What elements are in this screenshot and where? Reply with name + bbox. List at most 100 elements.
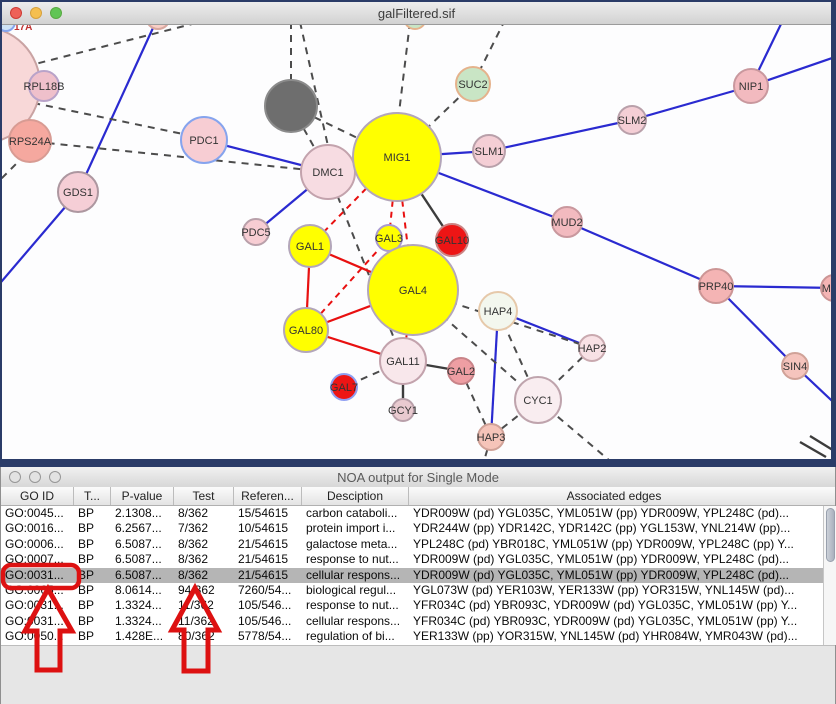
table-cell: YDR009W (pd) YGL035C, YML051W (pp) YDR00… xyxy=(413,567,789,582)
table-cell: 11/362 xyxy=(178,598,214,613)
table-cell: 8/362 xyxy=(178,552,209,567)
network-edge[interactable] xyxy=(631,84,752,122)
table-row[interactable]: GO:0065... BP 8.0614... 94/362 7260/54... bio… xyxy=(1,583,823,598)
node-gray-node[interactable] xyxy=(264,79,318,133)
network-edge[interactable] xyxy=(76,16,160,193)
table-header[interactable]: GO ID T... P-value Test Referen... Desciption… xyxy=(1,487,835,506)
table-cell: 11/362 xyxy=(178,613,214,628)
node-GDS1[interactable] xyxy=(57,171,99,213)
network-window-titlebar[interactable]: galFiltered.sif xyxy=(2,2,831,25)
node-label-GAL1: GAL1 xyxy=(296,241,324,253)
table-cell: 8/362 xyxy=(178,506,209,520)
node-PDC5[interactable] xyxy=(242,218,270,246)
node-SIN4[interactable] xyxy=(781,352,809,380)
table-row[interactable]: GO:0045... BP 2.1308... 8/362 15/54615 carbon… xyxy=(1,506,823,521)
node-GAL11[interactable] xyxy=(379,337,427,385)
table-cell: BP xyxy=(78,506,95,520)
vertical-scrollbar[interactable] xyxy=(823,506,836,645)
column-header-6[interactable]: Associated edges xyxy=(566,489,662,503)
column-header-1[interactable]: T... xyxy=(74,487,111,505)
node-SLM1[interactable] xyxy=(472,134,506,168)
table-cell: GO:0006... xyxy=(5,536,64,551)
column-header-5[interactable]: Desciption xyxy=(302,487,409,505)
node-RPL18B[interactable] xyxy=(28,70,60,102)
network-edge[interactable] xyxy=(0,21,201,76)
network-canvas[interactable]: RPL18B RPS24A GDS1 PDC1 DMC1 MIG1 SUC2 SLM1 SLM2… xyxy=(0,0,836,467)
node-MUD2[interactable] xyxy=(551,206,583,238)
table-cell: 8/362 xyxy=(178,536,209,551)
minimize-button-icon[interactable] xyxy=(29,471,41,483)
network-edge[interactable] xyxy=(490,399,539,438)
table-cell: GO:0031... xyxy=(5,567,64,582)
network-edge[interactable] xyxy=(799,440,827,459)
table-row[interactable]: GO:0050... BP 1.428E... 80/362 5778/54... reg… xyxy=(1,629,823,644)
node-GAL10[interactable] xyxy=(435,223,469,257)
table-cell: 21/54615 xyxy=(238,536,289,551)
close-button-icon[interactable] xyxy=(10,7,22,19)
table-cell: 7260/54... xyxy=(238,582,292,597)
table-row[interactable]: GO:0016... BP 6.2567... 7/362 10/54615 protei… xyxy=(1,521,823,536)
network-edge[interactable] xyxy=(715,285,796,367)
table-cell: BP xyxy=(78,521,95,536)
table-cell: GO:0007... xyxy=(5,552,64,567)
zoom-button-icon[interactable] xyxy=(50,7,62,19)
node-CYC1[interactable] xyxy=(514,376,562,424)
node-HAP4[interactable] xyxy=(478,291,518,331)
network-edge[interactable] xyxy=(489,310,500,438)
node-GAL2[interactable] xyxy=(447,357,475,385)
node-GAL7[interactable] xyxy=(330,373,358,401)
network-window-title: galFiltered.sif xyxy=(377,5,456,21)
close-button-icon[interactable] xyxy=(9,471,21,483)
node-GAL1[interactable] xyxy=(288,224,332,268)
scrollbar-thumb[interactable] xyxy=(825,508,835,562)
network-edge[interactable] xyxy=(715,284,836,290)
network-edge[interactable] xyxy=(398,21,411,114)
column-header-0[interactable]: GO ID xyxy=(1,487,74,505)
node-GAL80[interactable] xyxy=(283,307,329,353)
table-cell: biological regul... xyxy=(306,582,397,597)
node-label-GAL10: GAL10 xyxy=(435,235,469,247)
zoom-button-icon[interactable] xyxy=(49,471,61,483)
table-cell: 2.1308... xyxy=(115,506,162,520)
table-cell: 5778/54... xyxy=(238,629,292,644)
column-header-4[interactable]: Referen... xyxy=(234,487,302,505)
column-header-2[interactable]: P-value xyxy=(111,487,174,505)
network-edge[interactable] xyxy=(299,21,329,147)
node-NIP1[interactable] xyxy=(733,68,769,104)
table-row[interactable]: GO:0031... BP 1.3324... 11/362 105/546... res… xyxy=(1,598,823,613)
table-cell: 15/54615 xyxy=(238,506,289,520)
node-SUC2[interactable] xyxy=(455,66,491,102)
column-header-3[interactable]: Test xyxy=(174,487,234,505)
minimize-button-icon[interactable] xyxy=(30,7,42,19)
noa-footer: Save Cancel xyxy=(1,645,835,704)
node-label-HAP2: HAP2 xyxy=(578,343,607,355)
table-row[interactable]: GO:0007... BP 6.5087... 8/362 21/54615 respon… xyxy=(1,552,823,567)
table-cell: 21/54615 xyxy=(238,552,289,567)
node-label-PDC1: PDC1 xyxy=(189,135,218,147)
noa-window-titlebar[interactable]: NOA output for Single Mode xyxy=(1,467,835,488)
node-label-GAL3: GAL3 xyxy=(375,233,403,245)
network-edge[interactable] xyxy=(305,237,390,331)
node-PDC1[interactable] xyxy=(180,116,228,164)
network-edge[interactable] xyxy=(566,220,717,288)
node-PRP40[interactable] xyxy=(698,268,734,304)
node-label-RPS24A: RPS24A xyxy=(9,136,52,148)
node-GAL4[interactable] xyxy=(367,244,459,336)
node-label-GAL2: GAL2 xyxy=(447,366,475,378)
node-HAP3[interactable] xyxy=(477,423,505,451)
node-HAP2[interactable] xyxy=(578,334,606,362)
network-edge[interactable] xyxy=(0,135,329,173)
network-edge[interactable] xyxy=(488,118,633,153)
noa-window-title: NOA output for Single Mode xyxy=(337,469,499,485)
table-cell: 6.2567... xyxy=(115,521,162,536)
table-cell: BP xyxy=(78,567,95,582)
table-row[interactable]: GO:0006... BP 6.5087... 8/362 21/54615 galact… xyxy=(1,537,823,552)
table-cell: 1.3324... xyxy=(115,613,162,628)
node-SLM2[interactable] xyxy=(617,105,647,135)
table-row[interactable]: GO:0031... BP 6.5087... 8/362 21/54615 cellul… xyxy=(1,567,823,583)
node-MIG1[interactable] xyxy=(352,112,442,202)
network-edge[interactable] xyxy=(0,191,79,295)
table-row[interactable]: GO:0031... BP 1.3324... 11/362 105/546... cel… xyxy=(1,614,823,629)
node-GCY1[interactable] xyxy=(391,398,415,422)
node-RPS24A[interactable] xyxy=(8,119,52,163)
